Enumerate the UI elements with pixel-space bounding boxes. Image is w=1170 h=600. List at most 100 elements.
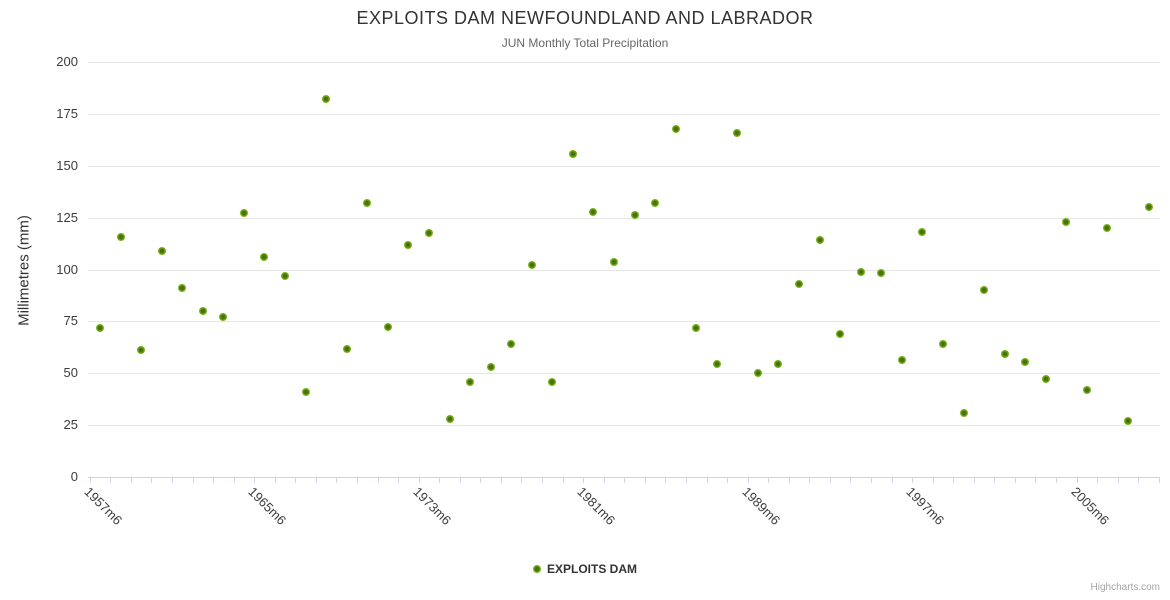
data-point[interactable]	[322, 95, 331, 104]
data-point[interactable]	[301, 387, 310, 396]
x-axis-tick	[583, 477, 585, 483]
data-point[interactable]	[959, 408, 968, 417]
x-axis-tick	[459, 477, 461, 483]
x-axis-tick	[1014, 477, 1016, 483]
data-point[interactable]	[692, 323, 701, 332]
y-axis-tick-label: 50	[63, 365, 78, 381]
data-point[interactable]	[630, 210, 639, 219]
data-point[interactable]	[589, 208, 598, 217]
data-point[interactable]	[795, 280, 804, 289]
data-point[interactable]	[774, 359, 783, 368]
y-gridline	[88, 217, 1160, 219]
data-point[interactable]	[96, 323, 104, 332]
data-point[interactable]	[753, 369, 762, 378]
x-axis-tick	[1138, 477, 1140, 483]
data-point[interactable]	[836, 329, 845, 338]
x-axis-tick	[973, 477, 975, 483]
x-axis-tick	[439, 477, 441, 483]
y-axis-tick-label: 150	[56, 157, 78, 173]
y-gridline	[88, 321, 1160, 323]
y-axis-tick-label: 0	[70, 469, 78, 484]
x-axis-tick	[171, 477, 173, 483]
chart-subtitle: JUN Monthly Total Precipitation	[501, 36, 669, 50]
x-axis-line	[88, 477, 1160, 478]
data-point[interactable]	[198, 307, 207, 315]
x-axis-tick	[809, 477, 811, 483]
data-point[interactable]	[1062, 217, 1071, 226]
data-point[interactable]	[1082, 385, 1091, 394]
x-axis-tick-label: 1957m6	[81, 484, 126, 528]
data-point[interactable]	[548, 377, 557, 386]
data-point[interactable]	[712, 359, 721, 368]
data-point[interactable]	[404, 240, 413, 249]
data-point[interactable]	[1000, 349, 1009, 358]
data-point[interactable]	[507, 340, 516, 349]
x-axis-tick	[480, 477, 482, 483]
data-point[interactable]	[1144, 203, 1153, 212]
x-axis-tick-label: 1973m6	[410, 484, 455, 528]
highcharts-credit[interactable]: Highcharts.com	[1090, 582, 1160, 593]
x-axis-tick	[871, 477, 872, 483]
y-axis-tick-label: 75	[63, 313, 78, 329]
data-point[interactable]	[219, 313, 228, 322]
data-point[interactable]	[466, 377, 475, 386]
x-axis-tick	[562, 477, 564, 483]
data-point[interactable]	[116, 233, 125, 242]
data-point[interactable]	[1021, 357, 1030, 366]
data-point[interactable]	[651, 199, 660, 208]
y-gridline	[88, 425, 1160, 427]
y-gridline	[88, 113, 1160, 115]
data-point[interactable]	[486, 363, 495, 372]
x-axis-tick	[254, 477, 256, 483]
data-point[interactable]	[938, 340, 947, 349]
data-point[interactable]	[568, 150, 577, 159]
data-point[interactable]	[1124, 416, 1132, 425]
data-point[interactable]	[733, 128, 742, 137]
data-point[interactable]	[610, 258, 618, 267]
data-point[interactable]	[239, 209, 248, 218]
x-axis-tick	[151, 477, 153, 483]
x-axis-tick	[315, 477, 317, 483]
data-point[interactable]	[363, 199, 372, 208]
x-axis-tick	[1097, 477, 1099, 483]
data-point[interactable]	[445, 414, 454, 423]
data-point[interactable]	[178, 284, 187, 293]
data-point[interactable]	[897, 355, 906, 364]
data-point[interactable]	[157, 246, 166, 255]
data-point[interactable]	[980, 286, 989, 295]
x-axis-tick	[1158, 477, 1160, 483]
data-point[interactable]	[281, 271, 290, 280]
x-axis-tick	[542, 477, 544, 483]
x-axis-tick-label: 1997m6	[903, 484, 948, 528]
x-axis-tick	[1056, 477, 1058, 483]
y-axis-tick-label: 100	[56, 261, 78, 277]
chart-title: EXPLOITS DAM NEWFOUNDLAND AND LABRADOR	[356, 8, 814, 28]
data-point[interactable]	[815, 236, 824, 245]
x-axis-tick	[295, 477, 297, 483]
x-axis-tick	[788, 477, 790, 483]
data-point[interactable]	[260, 253, 269, 262]
data-point[interactable]	[342, 345, 351, 354]
data-point[interactable]	[137, 346, 146, 355]
legend[interactable]: EXPLOITS DAM	[0, 562, 1170, 576]
x-axis-tick	[685, 477, 687, 483]
y-axis-tick-label: 25	[63, 417, 78, 433]
x-axis-tick	[644, 477, 646, 483]
data-point[interactable]	[527, 261, 536, 270]
x-axis-tick	[665, 477, 667, 483]
data-point[interactable]	[1041, 375, 1050, 384]
y-gridline	[88, 269, 1160, 271]
data-point[interactable]	[671, 125, 680, 134]
x-axis-tick	[747, 477, 749, 483]
data-point[interactable]	[856, 267, 865, 276]
x-axis-tick	[521, 477, 523, 483]
x-axis-tick	[110, 477, 112, 483]
data-point[interactable]	[383, 322, 392, 331]
x-axis-tick	[1117, 477, 1119, 483]
x-axis-tick	[768, 477, 770, 483]
data-point[interactable]	[424, 229, 433, 238]
data-point[interactable]	[877, 268, 886, 277]
x-axis-tick	[89, 477, 91, 483]
data-point[interactable]	[918, 228, 927, 237]
data-point[interactable]	[1103, 224, 1112, 232]
